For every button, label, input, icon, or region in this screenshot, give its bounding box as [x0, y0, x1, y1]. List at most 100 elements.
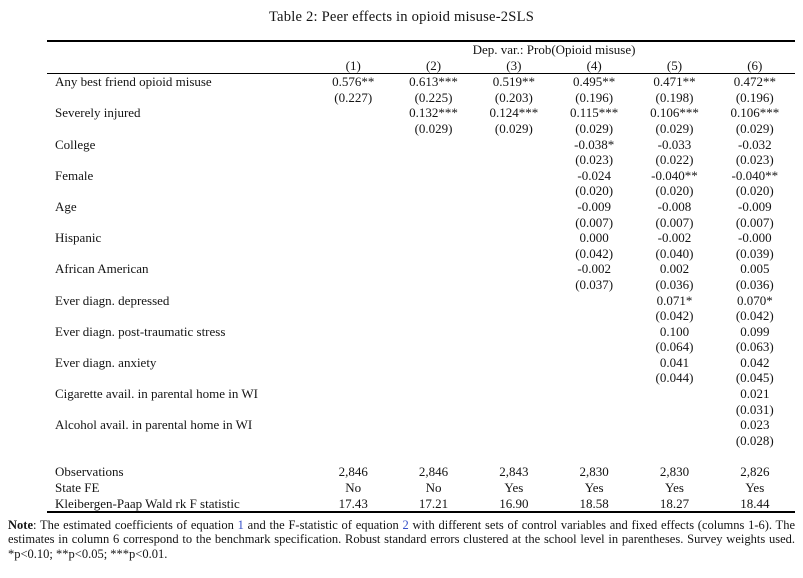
- summary-value: 17.43: [338, 495, 368, 511]
- row-label: Severely injured: [55, 105, 141, 121]
- estimate-cell: 0.002: [659, 261, 690, 277]
- stderr-cell: [393, 339, 473, 355]
- section-gap: [47, 448, 795, 464]
- stderr-cell: [474, 277, 554, 293]
- estimate-cell: [313, 230, 393, 246]
- summary-value: No: [425, 480, 442, 496]
- note-text: with different sets of control variables…: [8, 518, 795, 561]
- estimate-cell: [554, 355, 634, 371]
- estimate-cell: [393, 230, 473, 246]
- stderr-cell: [393, 152, 473, 168]
- column-number: (3): [506, 57, 522, 73]
- summary-value: No: [345, 480, 362, 496]
- row-label-empty: [47, 246, 313, 262]
- stderr-cell: [554, 433, 634, 449]
- stderr-row: (0.020) (0.020) (0.020): [47, 183, 795, 199]
- stderr-cell: [313, 246, 393, 262]
- row-label: Ever diagn. post-traumatic stress: [55, 323, 226, 339]
- stderr-cell: (0.040): [655, 245, 694, 261]
- stderr-cell: [393, 215, 473, 231]
- estimate-cell: 0.471**: [653, 74, 696, 90]
- estimate-cell: [474, 324, 554, 340]
- stderr-cell: [393, 183, 473, 199]
- equation-link[interactable]: 2: [402, 518, 409, 533]
- colnum-spacer: [47, 58, 313, 74]
- estimate-cell: [313, 386, 393, 402]
- coef-row: Any best friend opioid misuse 0.576** 0.61…: [47, 74, 795, 90]
- estimate-cell: 0.472**: [733, 74, 776, 90]
- stderr-row: (0.031): [47, 402, 795, 418]
- stderr-cell: (0.044): [655, 370, 694, 386]
- stderr-cell: (0.039): [735, 245, 774, 261]
- summary-value: 2,830: [659, 464, 690, 480]
- estimate-cell: 0.576**: [332, 74, 375, 90]
- summary-value: Yes: [584, 480, 604, 496]
- estimate-cell: [313, 324, 393, 340]
- stderr-cell: [474, 433, 554, 449]
- dep-var-header: Dep. var.: Prob(Opioid misuse): [472, 42, 636, 57]
- estimate-cell: 0.495**: [573, 74, 616, 90]
- row-label-empty: [47, 370, 313, 386]
- stderr-cell: [313, 215, 393, 231]
- stderr-cell: [313, 339, 393, 355]
- equation-link[interactable]: 1: [237, 518, 244, 533]
- summary-value: 2,846: [418, 464, 449, 480]
- stderr-cell: [554, 339, 634, 355]
- estimate-cell: -0.009: [577, 198, 611, 214]
- summary-value: 2,843: [499, 464, 529, 480]
- stderr-row: (0.044) (0.045): [47, 370, 795, 386]
- summary-row: Kleibergen-Paap Wald rk F statistic 17.43…: [47, 496, 795, 512]
- estimate-cell: -0.008: [657, 198, 692, 214]
- stderr-row: (0.023) (0.022) (0.023): [47, 152, 795, 168]
- stderr-cell: (0.042): [655, 308, 694, 324]
- stderr-cell: [474, 183, 554, 199]
- stderr-row: (0.227) (0.225) (0.203) (0.196) (0.198) (0.19…: [47, 90, 795, 106]
- row-label-empty: [47, 183, 313, 199]
- estimate-cell: [474, 230, 554, 246]
- stderr-cell: (0.029): [655, 120, 694, 136]
- estimate-cell: 0.106***: [730, 105, 780, 121]
- bottom-double-rule: [47, 511, 795, 514]
- stderr-cell: (0.198): [655, 89, 694, 105]
- estimate-cell: [393, 355, 473, 371]
- estimate-cell: -0.009: [738, 198, 772, 214]
- stderr-cell: [474, 402, 554, 418]
- stderr-cell: [474, 370, 554, 386]
- row-label-empty: [47, 215, 313, 231]
- estimate-cell: 0.023: [740, 417, 770, 433]
- estimate-cell: -0.040**: [731, 167, 779, 183]
- stderr-cell: [393, 308, 473, 324]
- stderr-cell: [393, 370, 473, 386]
- note-label: Note: [8, 518, 33, 533]
- estimate-cell: [313, 137, 393, 153]
- column-number: (1): [345, 57, 361, 73]
- stderr-cell: (0.020): [655, 183, 694, 199]
- summary-section: Observations 2,846 2,846 2,843 2,830 2,830 2,8…: [47, 448, 795, 511]
- stderr-cell: [554, 308, 634, 324]
- estimate-cell: [554, 324, 634, 340]
- stderr-cell: (0.029): [414, 120, 453, 136]
- estimate-cell: 0.005: [740, 261, 770, 277]
- summary-value: Yes: [504, 480, 524, 496]
- estimate-cell: 0.106***: [650, 105, 699, 121]
- estimate-cell: [393, 324, 473, 340]
- estimate-cell: [634, 386, 714, 402]
- stderr-cell: (0.029): [735, 120, 774, 136]
- summary-value: Yes: [665, 480, 684, 496]
- row-label: African American: [55, 261, 149, 277]
- stderr-row: (0.007) (0.007) (0.007): [47, 215, 795, 231]
- estimate-cell: 0.132***: [409, 105, 458, 121]
- stderr-cell: (0.007): [575, 214, 614, 230]
- summary-value: 18.27: [659, 495, 690, 511]
- estimate-cell: [393, 261, 473, 277]
- stderr-cell: [313, 308, 393, 324]
- row-label: Alcohol avail. in parental home in WI: [55, 417, 253, 433]
- estimate-cell: -0.002: [657, 230, 692, 246]
- stderr-cell: (0.037): [575, 276, 614, 292]
- stderr-cell: [393, 433, 473, 449]
- row-label-empty: [47, 402, 313, 418]
- estimate-cell: [313, 293, 393, 309]
- row-label: Cigarette avail. in parental home in WI: [55, 386, 258, 402]
- stderr-cell: [554, 402, 634, 418]
- estimate-cell: 0.100: [659, 323, 690, 339]
